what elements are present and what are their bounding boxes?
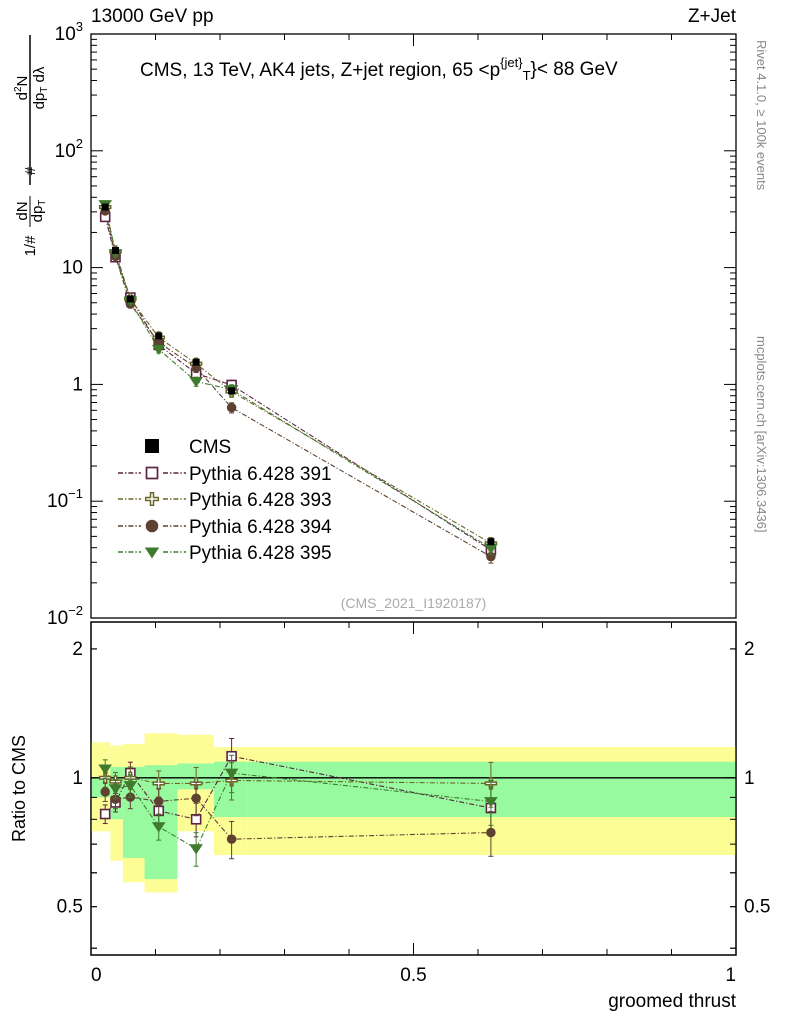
svg-text:Pythia 6.428 395: Pythia 6.428 395: [189, 543, 332, 564]
svg-text:1: 1: [72, 768, 83, 789]
svg-text:1: 1: [744, 768, 755, 789]
svg-text:1: 1: [725, 965, 736, 986]
svg-text:Pythia 6.428 394: Pythia 6.428 394: [189, 517, 332, 538]
svg-text:13000 GeV pp: 13000 GeV pp: [91, 6, 214, 27]
svg-text:0.5: 0.5: [57, 897, 83, 918]
svg-text:Ratio to CMS: Ratio to CMS: [9, 735, 29, 842]
svg-text:0: 0: [91, 965, 102, 986]
svg-text:Z+Jet: Z+Jet: [688, 6, 737, 27]
svg-text:Rivet 4.1.0, ≥ 100k events: Rivet 4.1.0, ≥ 100k events: [754, 40, 769, 191]
svg-text:(CMS_2021_I1920187): (CMS_2021_I1920187): [341, 595, 487, 611]
svg-text:Pythia 6.428 393: Pythia 6.428 393: [189, 490, 332, 511]
svg-text:0.5: 0.5: [744, 897, 770, 918]
svg-text:mcplots.cern.ch [arXiv:1306.34: mcplots.cern.ch [arXiv:1306.3436]: [754, 336, 769, 533]
svg-text:groomed thrust: groomed thrust: [608, 991, 737, 1012]
svg-text:2: 2: [72, 639, 83, 660]
svg-text:1/#: 1/#: [22, 235, 39, 257]
svg-text:CMS, 13 TeV, AK4 jets, Z+jet r: CMS, 13 TeV, AK4 jets, Z+jet region, 65 …: [140, 55, 618, 83]
svg-text:10: 10: [62, 258, 83, 279]
svg-text:CMS: CMS: [189, 437, 231, 458]
svg-text:2: 2: [744, 639, 755, 660]
svg-text:1: 1: [72, 374, 83, 395]
svg-text:0.5: 0.5: [400, 965, 426, 986]
svg-text:#: #: [22, 166, 39, 175]
svg-text:Pythia 6.428 391: Pythia 6.428 391: [189, 464, 332, 485]
